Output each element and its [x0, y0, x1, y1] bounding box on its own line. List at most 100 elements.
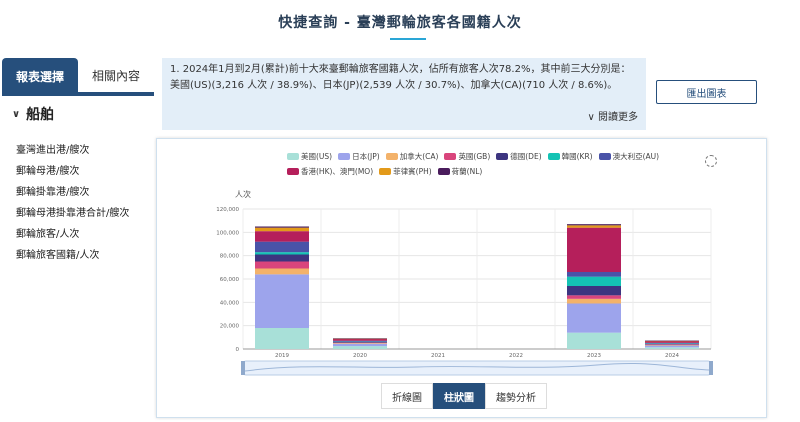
legend-swatch	[496, 153, 509, 160]
bar-segment	[645, 340, 699, 342]
bar-segment	[333, 342, 387, 344]
bar-segment	[255, 328, 309, 349]
bar-segment	[333, 338, 387, 341]
report-menu: 臺灣進出港/艘次 郵輪母港/艘次 郵輪掛靠港/艘次 郵輪母港掛靠港合計/艘次 郵…	[16, 140, 129, 266]
trend-analysis-button[interactable]: 趨勢分析	[485, 383, 547, 409]
bar-segment	[567, 295, 621, 299]
menu-item-passenger-nationality[interactable]: 郵輪旅客國籍/人次	[16, 250, 100, 261]
bar-segment	[645, 341, 699, 343]
menu-item-port-of-call[interactable]: 郵輪掛靠港/艘次	[16, 187, 90, 198]
y-axis-label: 人次	[235, 189, 251, 199]
bar-segment	[255, 231, 309, 242]
bar-segment	[567, 224, 621, 226]
range-slider-preview	[244, 363, 710, 372]
legend-item[interactable]: 加拿大(CA)	[385, 151, 439, 162]
bar-chart-button[interactable]: 柱狀圖	[433, 383, 485, 409]
bar-segment	[255, 252, 309, 255]
legend-item[interactable]: 德國(DE)	[496, 151, 542, 162]
menu-item-homeport[interactable]: 郵輪母港/艘次	[16, 166, 80, 177]
legend-label: 香港(HK)、澳門(MO)	[301, 167, 374, 176]
chevron-down-icon: ∨	[12, 108, 21, 120]
legend-swatch	[437, 168, 450, 175]
bar-segment	[645, 343, 699, 344]
legend-swatch	[379, 168, 392, 175]
line-chart-button[interactable]: 折線圖	[381, 383, 433, 409]
category-header[interactable]: ∨ 船舶	[12, 104, 54, 124]
left-panel: ∨ 船舶 臺灣進出港/艘次 郵輪母港/艘次 郵輪掛靠港/艘次 郵輪母港掛靠港合計…	[2, 94, 154, 422]
legend-swatch	[444, 153, 457, 160]
legend-label: 英國(GB)	[458, 152, 491, 161]
bar-segment	[333, 338, 387, 340]
bar-segment	[255, 227, 309, 232]
title-underline	[390, 38, 426, 40]
bar-segment	[567, 227, 621, 272]
legend-item[interactable]: 韓國(KR)	[547, 151, 593, 162]
bar-segment	[333, 346, 387, 349]
x-tick-label: 2020	[353, 353, 367, 359]
bar-segment	[645, 347, 699, 349]
bar-segment	[255, 268, 309, 275]
legend-item[interactable]: 香港(HK)、澳門(MO)	[287, 166, 373, 177]
refresh-icon[interactable]	[705, 155, 717, 167]
bar-segment	[255, 226, 309, 228]
bar-segment	[645, 344, 699, 345]
x-tick-label: 2022	[509, 353, 523, 359]
bar-segment	[567, 332, 621, 349]
x-tick-label: 2019	[275, 353, 289, 359]
y-tick-label: 120,000	[216, 207, 239, 213]
bar-segment	[333, 342, 387, 343]
bar-segment	[645, 345, 699, 348]
bar-segment	[333, 338, 387, 339]
range-handle-left	[241, 361, 245, 375]
export-chart-button[interactable]: 匯出圖表	[656, 80, 757, 104]
summary-text: 1. 2024年1月到2月(累計)前十大來臺郵輪旅客國籍人次，佔所有旅客人次78…	[170, 64, 631, 91]
bar-segment	[255, 274, 309, 328]
legend-label: 荷蘭(NL)	[451, 167, 483, 176]
bar-segment	[645, 344, 699, 346]
legend-item[interactable]: 美國(US)	[287, 151, 332, 162]
legend-swatch	[547, 153, 560, 160]
range-slider	[242, 360, 712, 376]
bar-segment	[567, 286, 621, 296]
view-switch: 折線圖 柱狀圖 趨勢分析	[381, 383, 547, 409]
menu-item-port-calls[interactable]: 臺灣進出港/艘次	[16, 145, 90, 156]
menu-item-passengers[interactable]: 郵輪旅客/人次	[16, 229, 80, 240]
y-tick-label: 80,000	[220, 254, 240, 260]
menu-item-combined[interactable]: 郵輪母港掛靠港合計/艘次	[16, 208, 130, 219]
legend-item[interactable]: 日本(JP)	[338, 151, 380, 162]
legend-item[interactable]: 菲律賓(PH)	[379, 166, 432, 177]
summary-box: 1. 2024年1月到2月(累計)前十大來臺郵輪旅客國籍人次，佔所有旅客人次78…	[162, 58, 646, 130]
read-more-link[interactable]: ∨ 閱讀更多	[587, 110, 638, 126]
bar-segment	[255, 254, 309, 262]
read-more-label: 閱讀更多	[598, 112, 638, 123]
chart-legend: 美國(US) 日本(JP) 加拿大(CA) 英國(GB) 德國(DE) 韓國(KR) 澳大利…	[287, 151, 667, 177]
legend-item[interactable]: 荷蘭(NL)	[437, 166, 483, 177]
legend-swatch	[385, 153, 398, 160]
legend-item[interactable]: 澳大利亞(AU)	[598, 151, 660, 162]
chart-card: 人次 0 20,000 40,000 60,000 80,000 100,000 120,00…	[156, 138, 767, 418]
left-tabs: 報表選擇 相關內容	[2, 58, 154, 94]
x-tick-label: 2021	[431, 353, 445, 359]
stacked-bar-chart: 人次 0 20,000 40,000 60,000 80,000 100,000 120,00…	[216, 189, 713, 376]
legend-label: 加拿大(CA)	[399, 152, 439, 161]
bar-segment	[333, 340, 387, 342]
y-tick-label: 60,000	[220, 277, 240, 283]
page-title: 快捷查詢 - 臺灣郵輪旅客各國籍人次	[278, 15, 522, 31]
range-handle-right	[709, 361, 713, 375]
tab-report-select[interactable]: 報表選擇	[2, 58, 78, 94]
bar-segment	[333, 343, 387, 347]
bar-segment	[333, 341, 387, 343]
legend-label: 菲律賓(PH)	[393, 167, 432, 176]
legend-label: 澳大利亞(AU)	[612, 152, 660, 161]
legend-swatch	[598, 153, 611, 160]
x-tick-label: 2023	[587, 353, 601, 359]
legend-label: 德國(DE)	[510, 152, 542, 161]
bar-segment	[255, 261, 309, 269]
legend-label: 美國(US)	[301, 152, 333, 161]
legend-item[interactable]: 英國(GB)	[444, 151, 490, 162]
category-label: 船舶	[26, 107, 55, 123]
bar-segment	[567, 225, 621, 228]
tab-related-content[interactable]: 相關內容	[78, 58, 154, 94]
y-tick-label: 40,000	[220, 300, 240, 306]
